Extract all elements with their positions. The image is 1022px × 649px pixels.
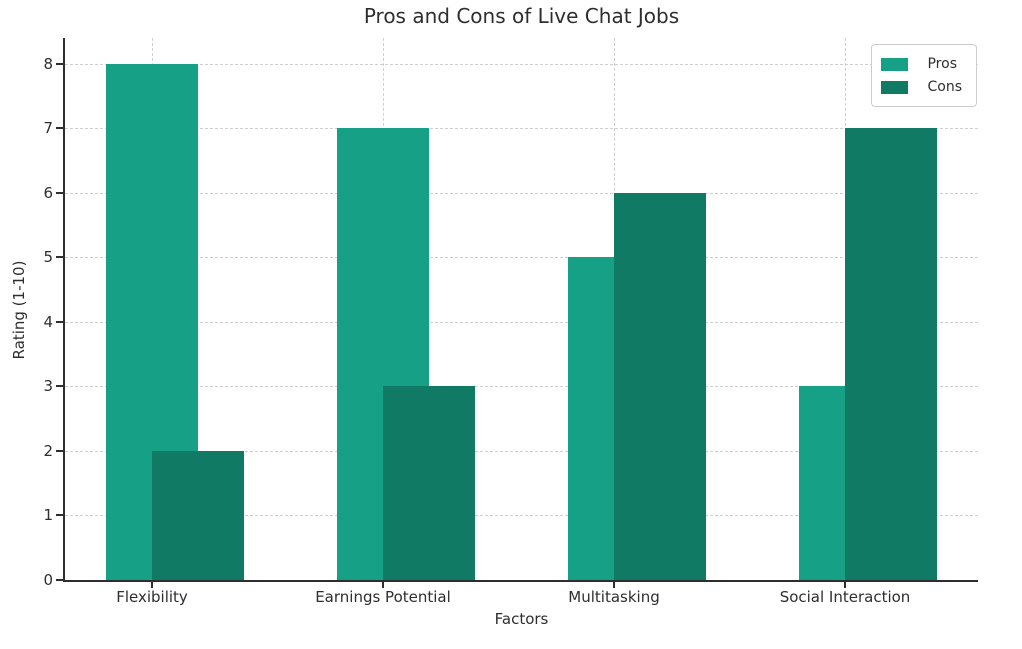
y-tick-label-7: 7 <box>43 119 53 138</box>
h-gridline-5 <box>65 257 978 259</box>
y-tick-label-0: 0 <box>43 571 53 589</box>
h-gridline-7 <box>65 128 978 130</box>
legend-swatch-cons <box>881 80 909 94</box>
h-gridline-1 <box>65 515 978 517</box>
h-gridline-3 <box>65 386 978 388</box>
h-gridline-2 <box>65 450 978 452</box>
x-axis-spine <box>63 580 978 582</box>
y-tick-mark-2 <box>56 449 63 452</box>
y-tick-mark-6 <box>56 191 63 194</box>
h-gridline-8 <box>65 63 978 65</box>
x-tick-label-social-interaction: Social Interaction <box>779 588 911 606</box>
x-axis-title: Factors <box>494 610 549 628</box>
y-tick-label-3: 3 <box>43 377 53 396</box>
bar-cons-multitasking <box>614 192 706 580</box>
x-tick-mark-multitasking <box>613 582 615 588</box>
h-gridline-4 <box>65 321 978 323</box>
y-tick-mark-1 <box>56 514 63 517</box>
bar-cons-flexibility <box>152 450 244 580</box>
legend: Pros Cons <box>871 44 977 107</box>
y-tick-label-2: 2 <box>43 441 53 460</box>
y-tick-label-4: 4 <box>43 312 53 331</box>
bar-cons-social-interaction <box>845 128 937 580</box>
legend-item-pros: Pros <box>881 53 962 75</box>
legend-label-pros: Pros <box>927 56 957 72</box>
x-tick-label-earnings-potential: Earnings Potential <box>315 588 451 606</box>
x-tick-mark-flexibility <box>151 582 153 588</box>
legend-item-cons: Cons <box>881 76 962 98</box>
y-tick-mark-8 <box>56 62 63 65</box>
x-tick-label-multitasking: Multitasking <box>568 588 660 606</box>
plot-area: 0 1 2 3 4 5 6 7 8 Flexibility Earnings Potential Mu… <box>43 38 978 606</box>
y-tick-mark-7 <box>56 127 63 130</box>
bar-cons-earnings-potential <box>383 386 475 580</box>
chart-title: Pros and Cons of Live Chat Jobs <box>363 4 680 28</box>
h-gridline-6 <box>65 192 978 194</box>
y-tick-label-5: 5 <box>43 248 53 267</box>
y-tick-mark-4 <box>56 320 63 323</box>
legend-label-cons: Cons <box>927 79 962 95</box>
y-axis-spine <box>63 38 65 582</box>
y-tick-label-6: 6 <box>43 183 53 202</box>
x-tick-mark-earnings-potential <box>382 582 384 588</box>
x-tick-label-flexibility: Flexibility <box>116 588 188 606</box>
y-tick-mark-0 <box>56 579 63 581</box>
legend-swatch-pros <box>881 57 909 71</box>
x-tick-mark-social-interaction <box>844 582 846 588</box>
y-axis-title: Rating (1-10) <box>10 260 28 360</box>
y-tick-label-8: 8 <box>43 54 53 73</box>
y-tick-label-1: 1 <box>43 506 53 525</box>
y-tick-mark-5 <box>56 256 63 259</box>
y-tick-mark-3 <box>56 385 63 388</box>
